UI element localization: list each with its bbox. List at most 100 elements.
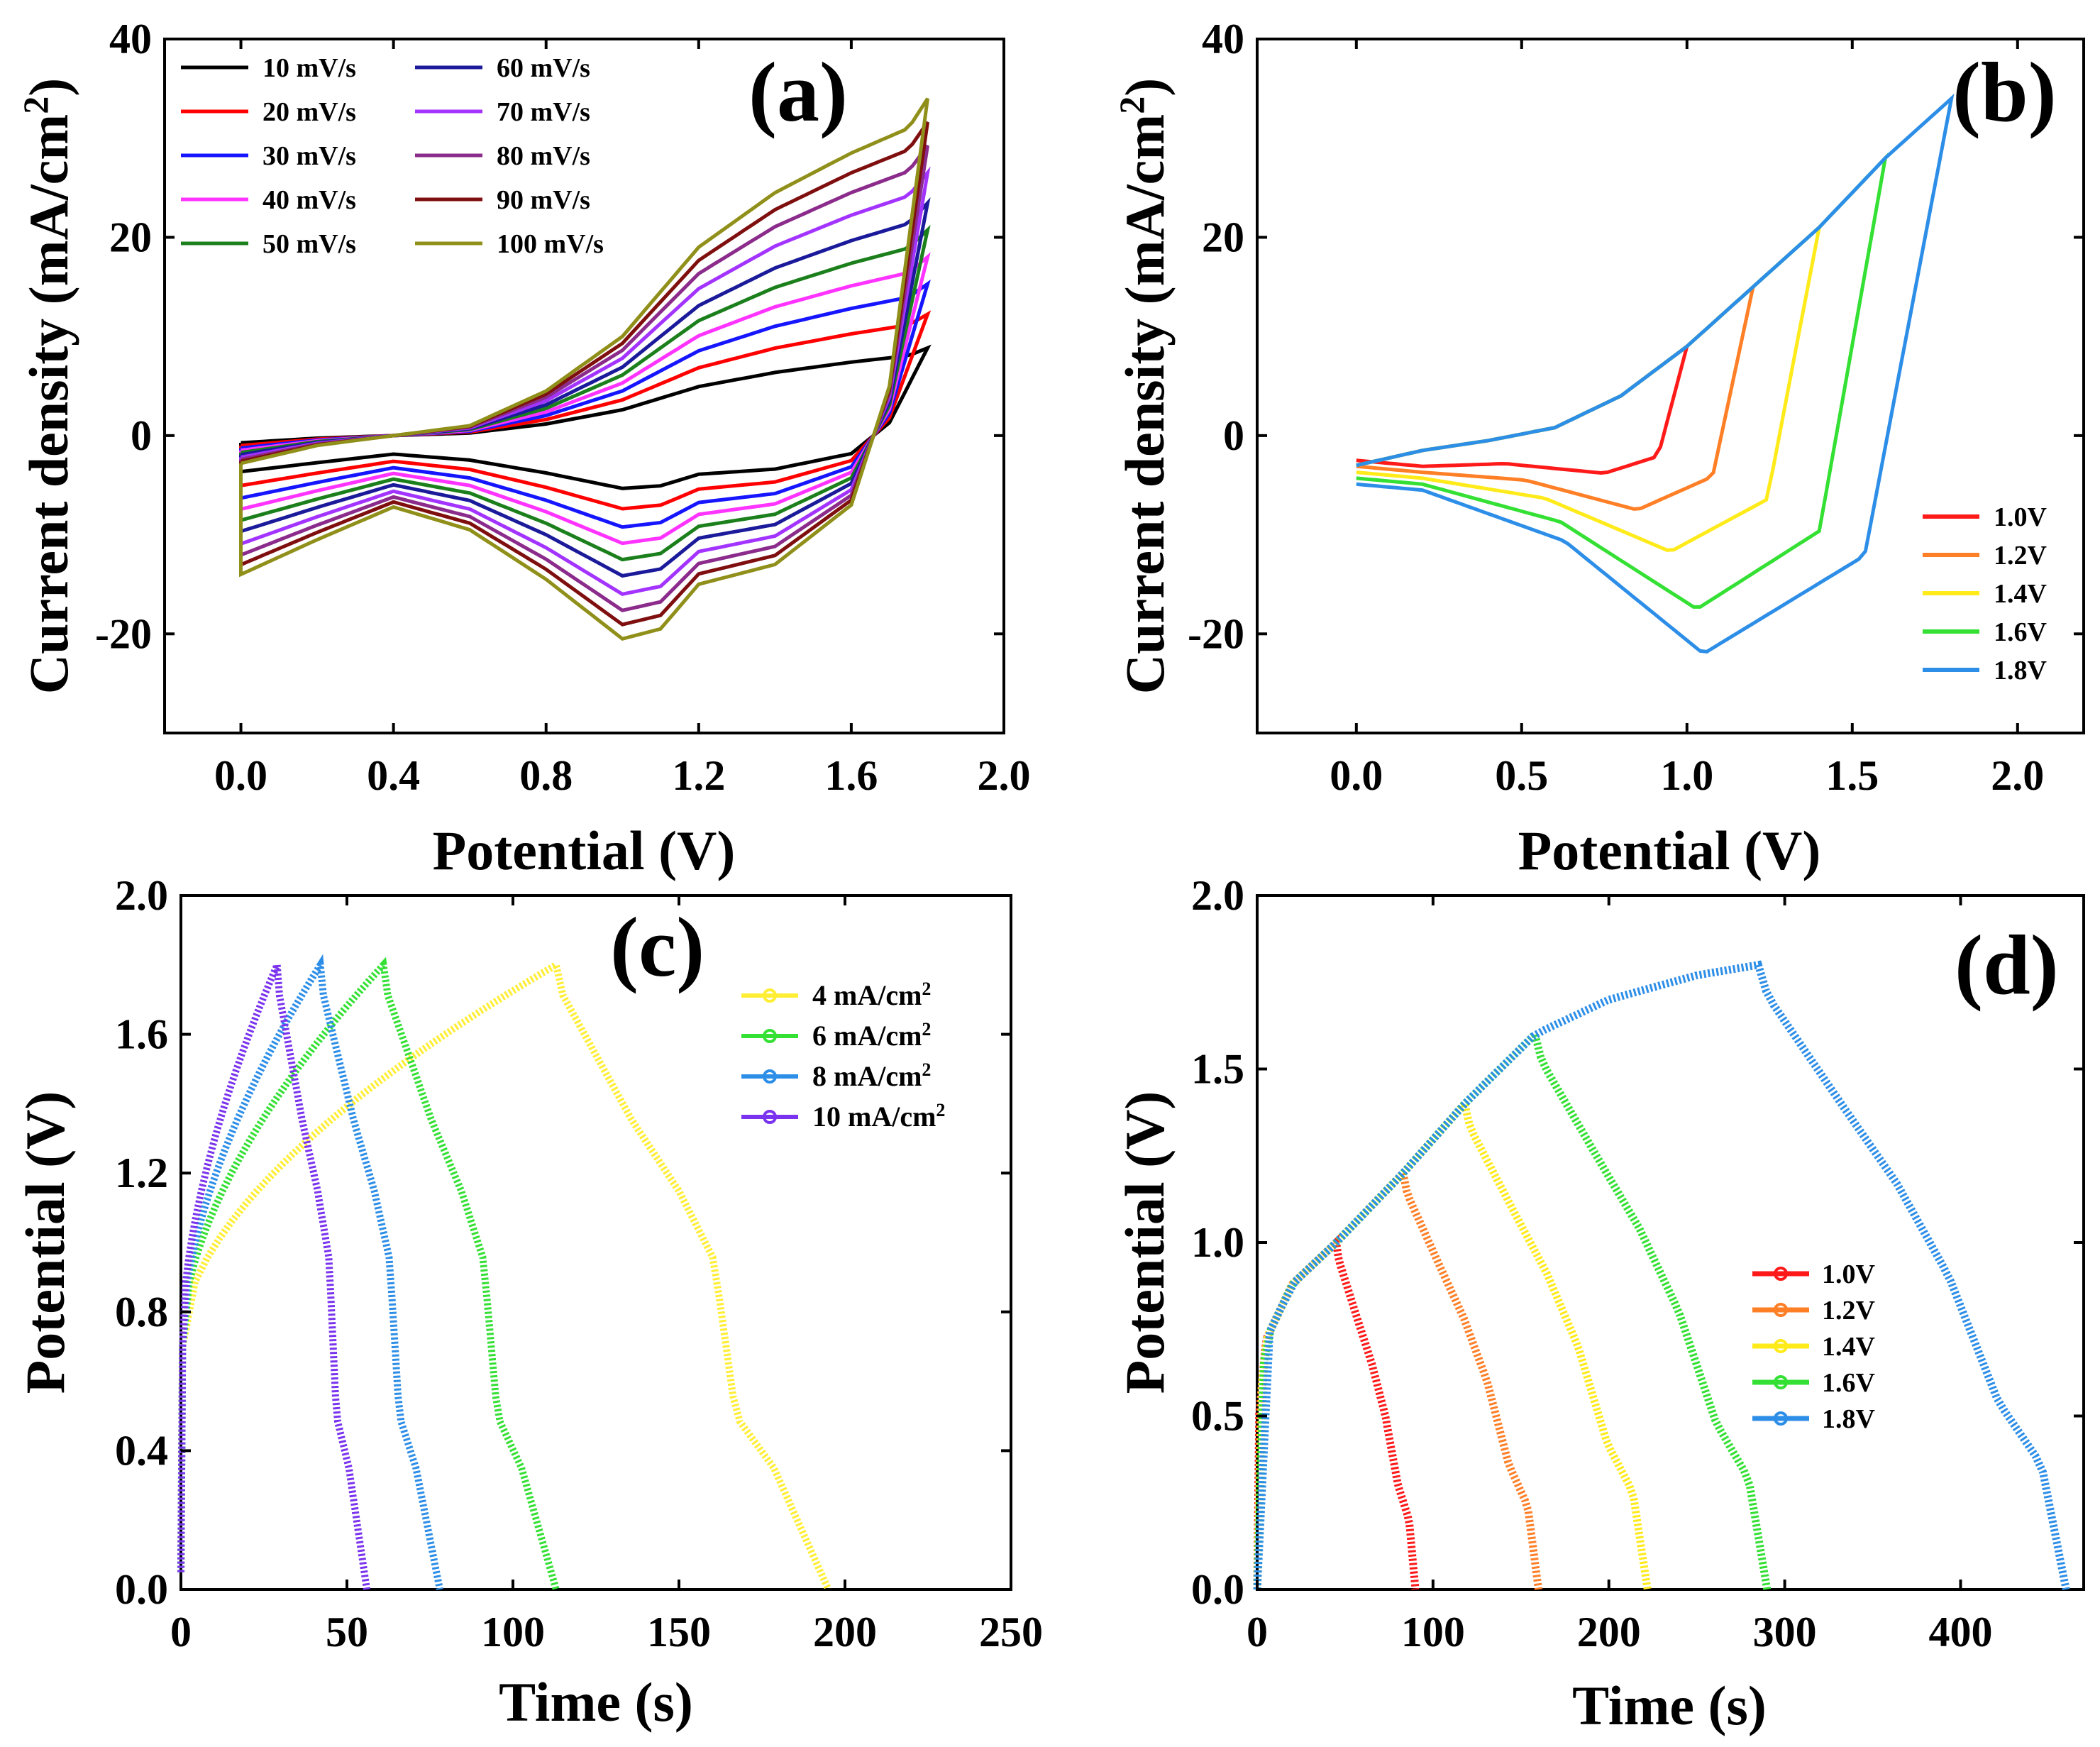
panel-b-ticks: 0.0 0.5 1.0 1.5 2.0 40 20 0 -20 <box>1188 16 2084 799</box>
legend-c-label: 8 mA/cm2 <box>812 1059 931 1093</box>
panel-d-ytick-label: 1.5 <box>1191 1046 1244 1093</box>
legend-c-label-text: 10 mA/cm <box>812 1101 936 1132</box>
panel-b-label: (b) <box>1952 45 2057 139</box>
series-b-1 <box>1356 282 1757 511</box>
panel-d-xtick-label: 100 <box>1401 1609 1465 1655</box>
legend-c-label-sup: 2 <box>922 979 931 999</box>
legend-a-label: 50 mV/s <box>262 229 356 259</box>
series-d-2 <box>1253 1095 1652 1590</box>
panel-d-xlabel: Time (s) <box>1572 1675 1767 1736</box>
legend-d-label: 1.2V <box>1822 1296 1876 1326</box>
panel-b-xtick-label: 2.0 <box>1991 752 2044 799</box>
panel-c-label: (c) <box>610 900 704 994</box>
panel-a-ytick-label: 20 <box>109 214 152 260</box>
legend-a-label: 30 mV/s <box>262 141 356 171</box>
panel-c-xtick-label: 150 <box>647 1609 711 1655</box>
legend-b-label: 1.0V <box>1994 502 2048 532</box>
panel-a-ytick-label: 40 <box>109 16 152 62</box>
legend-c-label: 4 mA/cm2 <box>812 979 931 1012</box>
legend-a-label: 60 mV/s <box>497 53 590 83</box>
panel-d: 0 100 200 300 400 2.0 1.5 1.0 0.5 0.0 1.0V 1.2V 1.4… <box>1114 872 2085 1736</box>
panel-c-ticks: 0 50 100 150 200 250 2.0 1.6 1.2 0.8 0.4 0.0 <box>115 872 1043 1655</box>
panel-c-ytick-label: 0.0 <box>115 1566 168 1613</box>
panel-b-ytick-label: 0 <box>1223 412 1244 459</box>
series-d-3 <box>1253 1026 1772 1590</box>
panel-c-xtick-label: 50 <box>326 1609 368 1655</box>
panel-b: 0.0 0.5 1.0 1.5 2.0 40 20 0 -20 1.0V 1.2V 1.4V 1.6V… <box>1112 16 2085 881</box>
panel-c-frame <box>179 894 1012 1591</box>
panel-c-xtick-label: 100 <box>481 1609 545 1655</box>
legend-c-label-text: 6 mA/cm <box>812 1020 922 1052</box>
legend-c-label: 6 mA/cm2 <box>812 1019 931 1052</box>
legend-b-label: 1.6V <box>1994 617 2048 647</box>
panel-a-xtick-label: 0.4 <box>367 752 420 799</box>
series-d-0 <box>1253 1234 1420 1590</box>
panel-c-ytick-label: 0.4 <box>115 1427 168 1474</box>
panel-c-ytick-label: 2.0 <box>115 872 168 919</box>
legend-d-marker <box>1774 1303 1788 1317</box>
panel-b-xlabel: Potential (V) <box>1518 820 1821 881</box>
legend-d-marker <box>1774 1339 1788 1353</box>
legend-d-label: 1.0V <box>1822 1260 1876 1289</box>
panel-b-curves <box>1356 93 1955 654</box>
panel-d-ytick-label: 1.0 <box>1191 1219 1244 1266</box>
legend-c-marker <box>763 1069 777 1084</box>
legend-a-label: 40 mV/s <box>262 185 356 215</box>
panel-b-ytick-label: 20 <box>1202 214 1244 260</box>
series-b-3 <box>1356 153 1889 609</box>
series-b-4 <box>1356 93 1955 654</box>
panel-a-label: (a) <box>748 45 848 139</box>
legend-c-label-text: 4 mA/cm <box>812 979 922 1011</box>
legend-c-marker <box>763 1029 777 1043</box>
legend-b-label: 1.8V <box>1994 656 2048 685</box>
legend-a-label: 80 mV/s <box>497 141 590 171</box>
panel-d-xtick-label: 400 <box>1928 1609 1992 1655</box>
legend-d-label: 1.6V <box>1822 1368 1876 1398</box>
panel-d-ytick-label: 0.0 <box>1191 1566 1244 1613</box>
legend-c-label-text: 8 mA/cm <box>812 1060 922 1092</box>
panel-d-curves <box>1253 960 2070 1591</box>
legend-c-marker <box>763 988 777 1003</box>
legend-a-label: 70 mV/s <box>497 97 590 127</box>
panel-b-ylabel: Current density (mA/cm2) <box>1112 78 1176 694</box>
panel-c-ytick-label: 1.2 <box>115 1150 168 1196</box>
legend-a-label: 20 mV/s <box>262 97 356 127</box>
panel-b-xtick-label: 1.5 <box>1825 752 1879 799</box>
legend-d-marker <box>1774 1267 1788 1281</box>
panel-c-xtick-label: 200 <box>813 1609 877 1655</box>
panel-d-ticks: 0 100 200 300 400 2.0 1.5 1.0 0.5 0.0 <box>1191 872 2084 1655</box>
panel-a-xtick-label: 0.0 <box>214 752 267 799</box>
panel-a-xtick-label: 0.8 <box>519 752 573 799</box>
series-d-4 <box>1253 960 2070 1591</box>
legend-d-marker <box>1774 1411 1788 1426</box>
panel-c-ylabel: Potential (V) <box>14 1091 76 1394</box>
legend-c-label-sup: 2 <box>936 1100 945 1120</box>
legend-a-label: 10 mV/s <box>262 53 356 83</box>
legend-c-label: 10 mA/cm2 <box>812 1100 945 1133</box>
series-c-0 <box>177 959 832 1592</box>
series-c-3 <box>177 963 371 1590</box>
panel-c-ytick-label: 0.8 <box>115 1289 168 1335</box>
series-c-1 <box>177 957 560 1591</box>
panel-b-ytick-label: -20 <box>1188 610 1244 657</box>
legend-a-label: 90 mV/s <box>497 185 590 215</box>
legend-c-label-sup: 2 <box>922 1059 931 1080</box>
panel-c-ytick-label: 1.6 <box>115 1011 168 1058</box>
series-c-2 <box>177 954 443 1590</box>
panel-a-legend: 10 mV/s 20 mV/s 30 mV/s 40 mV/s 50 mV/s 60 mV… <box>181 53 604 259</box>
panel-d-xtick-label: 200 <box>1577 1609 1641 1655</box>
panel-c-curves <box>177 954 832 1592</box>
panel-b-xtick-label: 0.0 <box>1330 752 1383 799</box>
panel-b-ylabel-end: ) <box>1114 78 1176 97</box>
panel-b-ytick-label: 40 <box>1202 16 1244 62</box>
panel-a-frame <box>163 38 1005 734</box>
legend-a-label: 100 mV/s <box>497 229 604 259</box>
legend-b-label: 1.4V <box>1994 579 2048 609</box>
panel-a: 0.0 0.4 0.8 1.2 1.6 2.0 40 20 0 -20 10 mV/s 20 mV/… <box>16 16 1031 881</box>
series-a-4 <box>239 224 931 562</box>
panel-b-ylabel-text: Current density (mA/cm <box>1114 114 1176 694</box>
panel-a-ylabel: Current density (mA/cm2) <box>16 78 79 694</box>
panel-a-ylabel-sup: 2 <box>16 97 55 114</box>
panel-d-legend: 1.0V 1.2V 1.4V 1.6V 1.8V <box>1752 1260 1876 1434</box>
